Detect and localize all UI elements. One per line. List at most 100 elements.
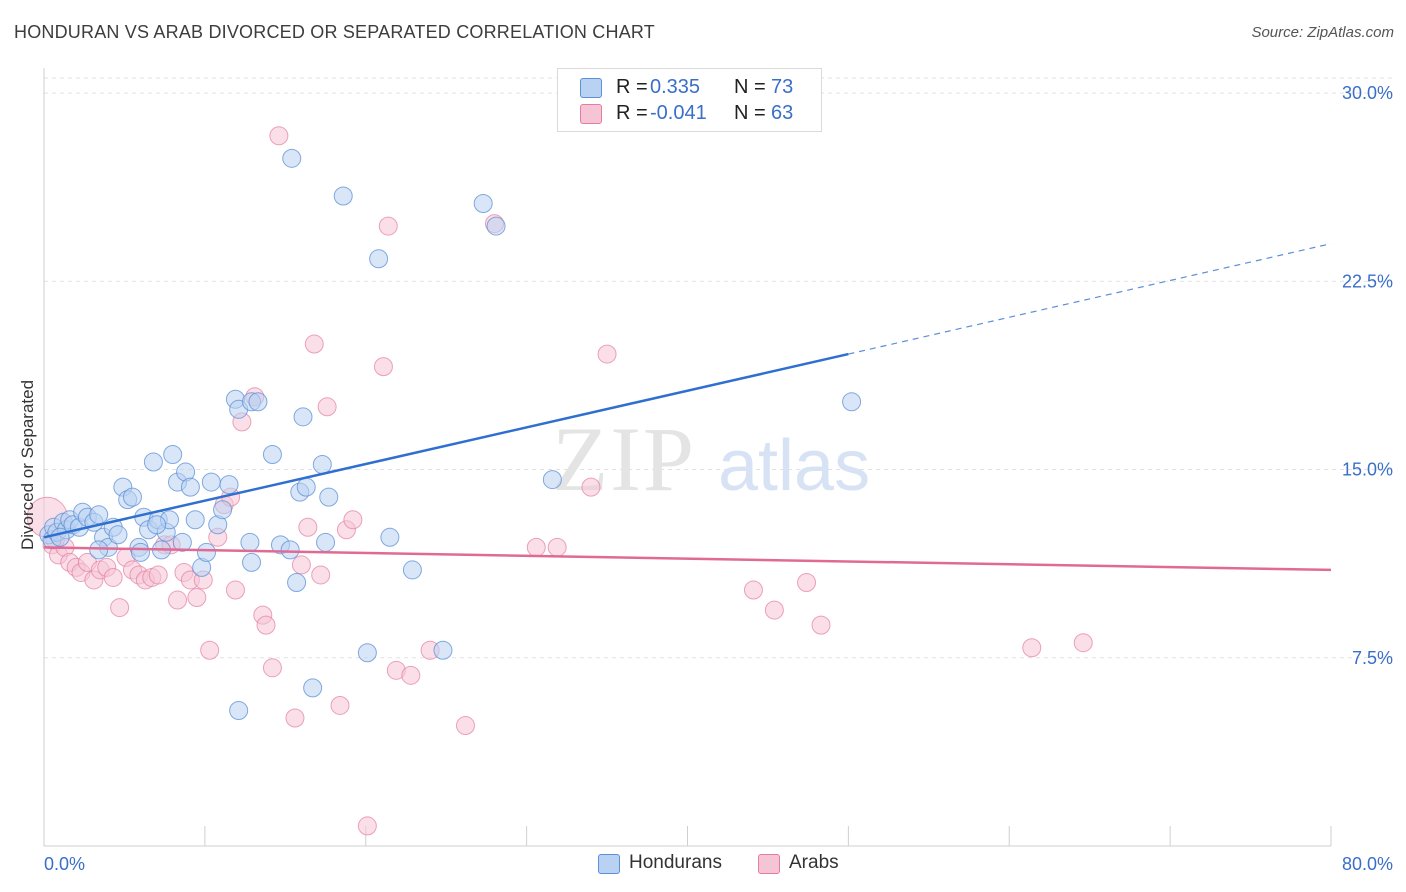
- arabs-legend-swatch: [758, 854, 780, 874]
- arabs-point: [110, 598, 130, 618]
- hondurans-point: [316, 532, 336, 552]
- arabs-point: [317, 397, 337, 417]
- hondurans-point: [185, 510, 205, 530]
- n-value: 63: [771, 102, 794, 124]
- hondurans-point: [280, 540, 300, 560]
- hondurans-point: [108, 525, 128, 545]
- hondurans-point: [201, 472, 221, 492]
- arabs-point: [378, 216, 398, 236]
- hondurans-point: [312, 455, 332, 475]
- arabs-point: [168, 590, 188, 610]
- hondurans-point: [287, 572, 307, 592]
- trend-lines: [43, 243, 1332, 572]
- arabs-point: [311, 565, 331, 585]
- hondurans-point: [357, 643, 377, 663]
- arabs-point: [401, 665, 421, 685]
- arabs-point: [200, 640, 220, 660]
- hondurans-point: [89, 505, 109, 525]
- arabs-point: [357, 816, 377, 836]
- hondurans-point: [296, 477, 316, 497]
- r-value: 0.335: [650, 76, 701, 98]
- hondurans-trend-extension: [848, 243, 1332, 355]
- r-value: -0.041: [650, 102, 707, 124]
- arabs-point: [343, 510, 363, 530]
- arabs-point: [304, 334, 324, 354]
- arabs-point: [285, 708, 305, 728]
- watermark-zip: ZIP: [552, 408, 696, 510]
- arabs-point: [269, 126, 289, 146]
- hondurans-point: [248, 392, 268, 412]
- n-value: 73: [771, 76, 794, 98]
- hondurans-point: [402, 560, 422, 580]
- arabs-point: [581, 477, 601, 497]
- y-tick-label: 30.0%: [1342, 83, 1393, 103]
- hondurans-point: [180, 477, 200, 497]
- arabs-trend-line: [43, 546, 1332, 572]
- n-label: N =: [734, 102, 766, 124]
- hondurans-point: [131, 542, 151, 562]
- hondurans-point: [240, 532, 260, 552]
- y-axis-label-container: Divorced or Separated: [8, 360, 48, 580]
- hondurans-point: [293, 407, 313, 427]
- hondurans-point: [369, 249, 389, 269]
- hondurans-point: [333, 186, 353, 206]
- arabs-point: [526, 537, 546, 557]
- watermark: ZIP atlas: [552, 408, 870, 510]
- arabs-point: [764, 600, 784, 620]
- r-label: R =: [616, 102, 648, 124]
- grid-lines: [44, 77, 1392, 659]
- arabs-point: [373, 357, 393, 377]
- hondurans-point: [213, 500, 233, 520]
- hondurans-point: [147, 515, 167, 535]
- source-label: Source: ZipAtlas.com: [1251, 24, 1394, 41]
- hondurans-point: [163, 444, 183, 464]
- hondurans-point: [319, 487, 339, 507]
- hondurans-point: [542, 470, 562, 490]
- arabs-point: [298, 517, 318, 537]
- hondurans-legend-swatch: [598, 854, 620, 874]
- arabs-swatch: [580, 104, 602, 124]
- legend-label: Arabs: [789, 852, 839, 873]
- hondurans-point: [380, 527, 400, 547]
- hondurans-point: [303, 678, 323, 698]
- tick-labels: 7.5% 15.0% 22.5% 30.0% 0.0% 80.0%: [44, 83, 1393, 874]
- arabs-point: [148, 565, 168, 585]
- hondurans-point: [143, 452, 163, 472]
- r-label: R =: [616, 76, 648, 98]
- arabs-point: [187, 588, 207, 608]
- arabs-point: [291, 555, 311, 575]
- chart-title: HONDURAN VS ARAB DIVORCED OR SEPARATED C…: [14, 22, 655, 42]
- hondurans-point: [282, 148, 302, 168]
- n-label: N =: [734, 76, 766, 98]
- arabs-point: [743, 580, 763, 600]
- arabs-point: [262, 658, 282, 678]
- y-axis-label: Divorced or Separated: [18, 379, 37, 551]
- watermark-atlas: atlas: [718, 426, 870, 506]
- arabs-point: [225, 580, 245, 600]
- arabs-point: [597, 344, 617, 364]
- hondurans-point: [172, 532, 192, 552]
- hondurans-point: [219, 475, 239, 495]
- arabs-point: [811, 615, 831, 635]
- hondurans-point: [242, 552, 262, 572]
- hondurans-point: [196, 542, 216, 562]
- arabs-point: [103, 567, 123, 587]
- x-tick-label: 0.0%: [44, 854, 85, 874]
- hondurans-point: [122, 487, 142, 507]
- arabs-point: [547, 537, 567, 557]
- hondurans-point: [433, 640, 453, 660]
- arabs-point: [1073, 633, 1093, 653]
- arabs-point: [330, 695, 350, 715]
- hondurans-point: [842, 392, 862, 412]
- hondurans-point: [229, 700, 249, 720]
- x-tick-label: 80.0%: [1342, 854, 1393, 874]
- hondurans-point: [486, 216, 506, 236]
- arabs-point: [1022, 638, 1042, 658]
- hondurans-trend-line: [43, 352, 849, 539]
- arabs-point: [797, 572, 817, 592]
- arabs-point: [256, 615, 276, 635]
- y-tick-label: 15.0%: [1342, 460, 1393, 480]
- hondurans-swatch: [580, 78, 602, 98]
- y-tick-label: 22.5%: [1342, 271, 1393, 291]
